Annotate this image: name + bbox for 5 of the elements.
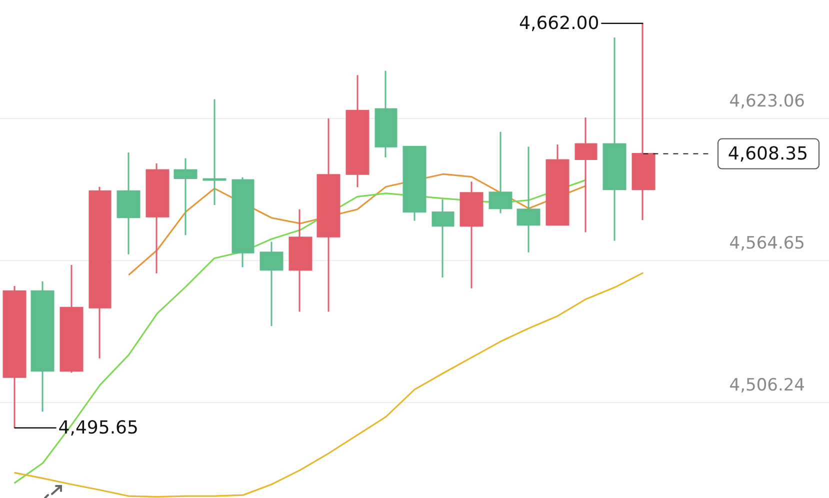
y-tick-label: 4,564.65 xyxy=(729,234,805,254)
annotation: 4,662.00 xyxy=(519,12,600,34)
y-tick-label: 4,623.06 xyxy=(729,92,805,112)
ref-line-label: 4,608.35 xyxy=(728,143,808,164)
y-tick-label: 4,506.24 xyxy=(729,376,805,396)
